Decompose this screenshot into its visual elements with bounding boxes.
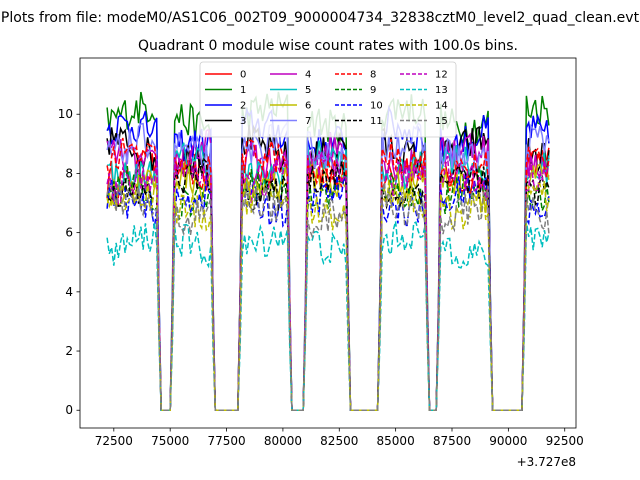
legend-label-14: 14	[435, 101, 448, 112]
x-tick-label: 75000	[151, 434, 189, 448]
x-tick-label: 80000	[264, 434, 302, 448]
legend-label-6: 6	[305, 101, 311, 112]
legend-label-8: 8	[370, 70, 376, 81]
series-line-1	[106, 91, 550, 411]
y-axis: 0 2 4 6 8 10	[58, 107, 80, 417]
legend-box	[199, 61, 457, 138]
legend-label-11: 11	[370, 116, 383, 127]
legend-label-2: 2	[240, 101, 246, 112]
x-tick-label: 72500	[95, 434, 133, 448]
x-offset-label: +3.727e8	[517, 455, 576, 469]
chart-title: Quadrant 0 module wise count rates with …	[138, 38, 518, 54]
series-line-7	[106, 120, 550, 411]
axes-frame	[79, 57, 577, 429]
legend-label-5: 5	[305, 85, 311, 96]
legend-label-3: 3	[240, 116, 246, 127]
x-tick-label: 77500	[207, 434, 245, 448]
series-line-14	[106, 176, 550, 411]
legend-label-0: 0	[240, 70, 246, 81]
series-line-15	[106, 181, 550, 411]
legend-label-10: 10	[370, 101, 383, 112]
plot-area	[79, 57, 577, 429]
y-tick-label: 2	[65, 344, 73, 358]
series-line-6	[106, 159, 550, 411]
series-line-13	[106, 221, 550, 411]
legend-label-1: 1	[240, 85, 246, 96]
series-line-11	[106, 157, 550, 411]
y-tick-label: 0	[65, 403, 73, 417]
y-tick-label: 4	[65, 285, 73, 299]
legend-label-13: 13	[435, 85, 448, 96]
legend-label-12: 12	[435, 70, 448, 81]
legend-label-7: 7	[305, 116, 311, 127]
legend-label-9: 9	[370, 85, 376, 96]
figure-suptitle: Plots from file: modeM0/AS1C06_002T09_90…	[1, 10, 640, 26]
x-tick-label: 85000	[377, 434, 415, 448]
y-tick-label: 10	[58, 107, 73, 121]
y-tick-label: 6	[65, 226, 73, 240]
x-tick-label: 90000	[489, 434, 527, 448]
y-tick-label: 8	[65, 166, 73, 180]
x-tick-label: 92500	[546, 434, 584, 448]
series-line-8	[106, 137, 550, 411]
legend-label-4: 4	[305, 70, 311, 81]
series-line-12	[106, 150, 550, 411]
x-tick-label: 82500	[320, 434, 358, 448]
x-axis: 72500 75000 77500 80000 82500 85000 87500 90000…	[95, 428, 584, 448]
x-tick-label: 87500	[433, 434, 471, 448]
legend-label-15: 15	[435, 116, 448, 127]
